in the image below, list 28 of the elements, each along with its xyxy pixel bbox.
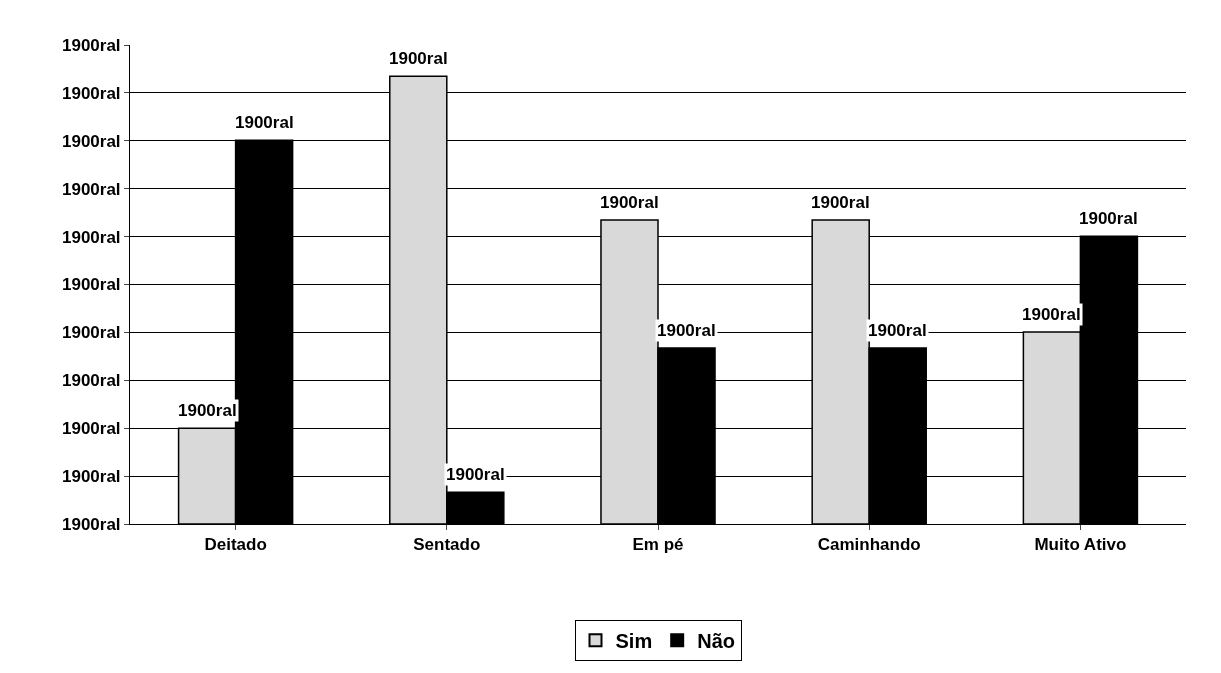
text: 1900ral [61, 467, 121, 487]
text: 1900ral [61, 514, 121, 534]
text: 1900ral [61, 83, 121, 103]
x-tick-label: Em pé [632, 535, 684, 555]
annotation: 1900ral [389, 49, 448, 68]
annotation: 1900ral [1079, 209, 1138, 228]
text: 1900ral [61, 275, 121, 295]
text: 1900ral [61, 131, 121, 151]
text: 1900ral [61, 371, 121, 391]
text: 1900ral [61, 179, 121, 199]
annotation: 1900ral [446, 465, 505, 484]
annotation: 1900ral [1022, 305, 1081, 324]
text: 1900ral [61, 35, 121, 55]
text: 1900ral [61, 227, 121, 247]
annotation: 1900ral [235, 113, 294, 132]
legend-label: Sim [615, 630, 653, 653]
annotation: 1900ral [178, 401, 237, 420]
text: 1900ral [61, 323, 121, 343]
legend-label: Não [697, 630, 735, 653]
annotation: 1900ral [811, 193, 870, 212]
x-tick-label: Sentado [413, 535, 481, 555]
x-tick-label: Caminhando [817, 535, 921, 555]
annotation: 1900ral [868, 321, 927, 340]
annotation: 1900ral [600, 193, 659, 212]
x-tick-label: Muito Ativo [1034, 535, 1127, 555]
annotation: 1900ral [657, 321, 716, 340]
x-tick-label: Deitado [204, 535, 267, 555]
text: 1900ral [61, 419, 121, 439]
